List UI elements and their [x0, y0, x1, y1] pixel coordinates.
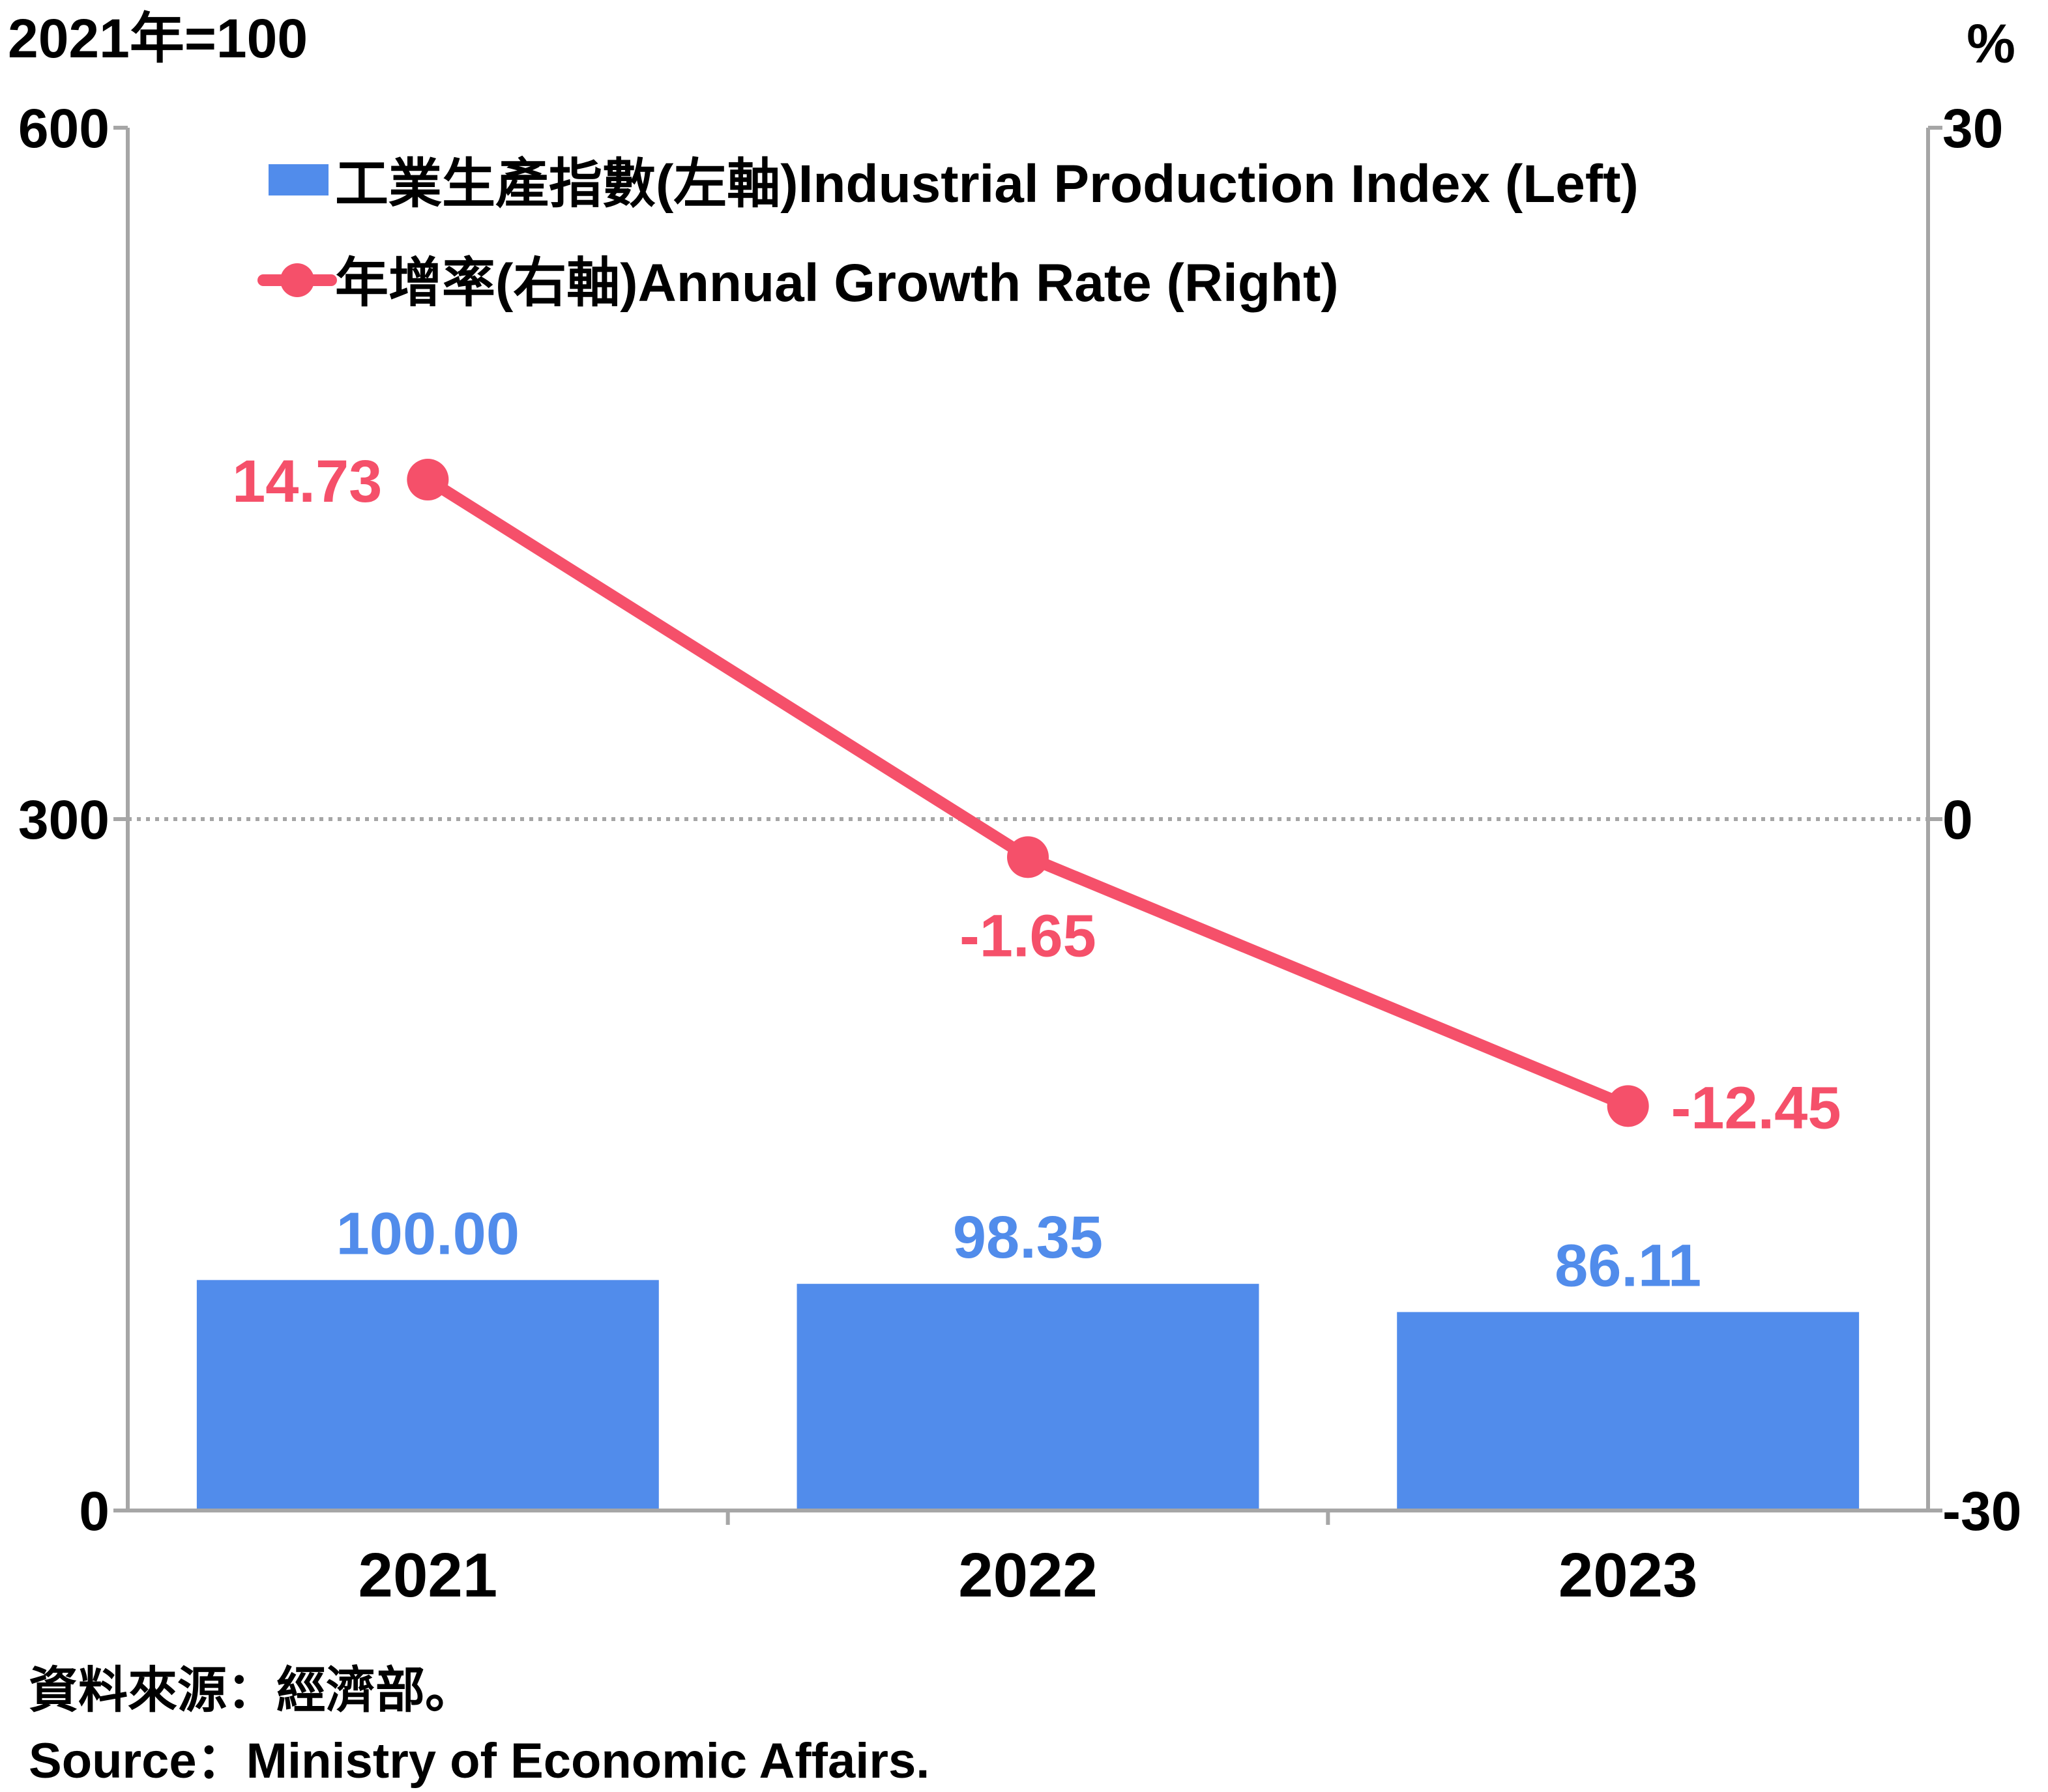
right-tick-label: 0: [1942, 789, 1973, 850]
line-data-label: -12.45: [1671, 1075, 1841, 1141]
bars: 100.00 98.35 86.11: [196, 1200, 1860, 1509]
bar: [196, 1280, 659, 1509]
bar-data-label: 100.00: [336, 1200, 519, 1267]
legend-swatch-marker: [280, 263, 314, 297]
line-point: [1607, 1085, 1649, 1127]
source-en: Source：Ministry of Economic Affairs.: [29, 1733, 930, 1789]
line-data-label: -1.65: [959, 903, 1096, 969]
left-tick-label: 600: [18, 98, 110, 159]
legend: 工業生產指數(左軸)Industrial Production Index (L…: [257, 154, 1639, 313]
right-axis-unit-label: %: [1967, 13, 2015, 74]
growth-line: 14.73 -1.65 -12.45: [232, 448, 1841, 1141]
bar: [797, 1284, 1259, 1509]
growth-line-path: [422, 474, 1634, 1112]
right-tick-label: -30: [1942, 1481, 2021, 1542]
axes: [113, 126, 1942, 1525]
line-data-label: 14.73: [232, 448, 382, 515]
line-point: [1007, 836, 1049, 878]
bar: [1397, 1312, 1860, 1509]
x-tick-label: 2023: [1558, 1540, 1698, 1610]
x-tick-label: 2022: [958, 1540, 1098, 1610]
right-tick-label: 30: [1942, 98, 2003, 159]
tick-labels: 0 300 600 -30 0 30 2021 2022 2023: [18, 98, 2022, 1610]
x-tick-label: 2021: [358, 1540, 498, 1610]
line-point: [407, 459, 449, 501]
left-axis-unit-label: 2021年=100: [8, 8, 308, 69]
left-tick-label: 300: [18, 789, 110, 850]
legend-label-line: 年增率(右軸)Annual Growth Rate (Right): [335, 253, 1339, 313]
source-zh: 資料來源：經濟部。: [29, 1663, 475, 1718]
legend-label-bar: 工業生產指數(左軸)Industrial Production Index (L…: [335, 154, 1639, 214]
legend-swatch-bar: [269, 164, 329, 195]
left-tick-label: 0: [79, 1481, 110, 1542]
bar-data-label: 86.11: [1555, 1232, 1701, 1299]
bar-data-label: 98.35: [953, 1204, 1103, 1271]
